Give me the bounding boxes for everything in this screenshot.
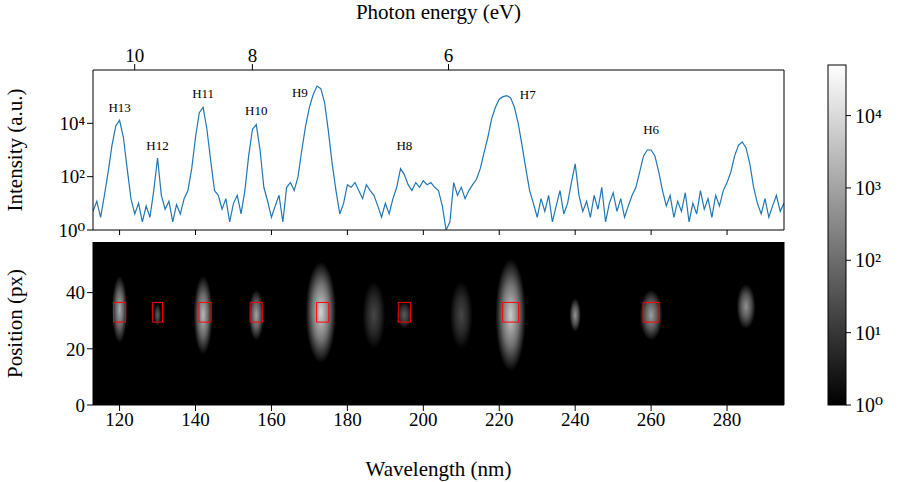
svg-text:H9: H9 [292, 85, 308, 100]
svg-text:40: 40 [66, 282, 85, 303]
svg-text:10⁰: 10⁰ [855, 394, 883, 416]
svg-text:H7: H7 [520, 87, 536, 102]
svg-text:240: 240 [561, 409, 590, 430]
svg-text:10⁴: 10⁴ [855, 105, 882, 127]
svg-text:8: 8 [248, 45, 258, 66]
svg-text:H10: H10 [245, 103, 267, 118]
svg-text:Photon energy (eV): Photon energy (eV) [356, 0, 521, 24]
svg-text:Wavelength (nm): Wavelength (nm) [366, 457, 512, 481]
svg-text:280: 280 [713, 409, 742, 430]
svg-text:10: 10 [125, 45, 144, 66]
svg-text:10¹: 10¹ [855, 322, 881, 344]
svg-text:H6: H6 [643, 122, 659, 137]
svg-text:6: 6 [444, 45, 454, 66]
svg-text:Position (px): Position (px) [3, 269, 27, 378]
svg-text:H13: H13 [108, 100, 130, 115]
svg-text:160: 160 [257, 409, 286, 430]
svg-text:H12: H12 [146, 138, 168, 153]
svg-text:140: 140 [181, 409, 210, 430]
svg-text:10²: 10² [855, 249, 881, 271]
svg-text:0: 0 [76, 395, 86, 416]
svg-text:120: 120 [105, 409, 134, 430]
svg-text:10²: 10² [60, 166, 85, 187]
svg-text:220: 220 [485, 409, 514, 430]
svg-text:260: 260 [637, 409, 666, 430]
svg-text:H11: H11 [192, 86, 214, 101]
svg-text:180: 180 [333, 409, 362, 430]
svg-text:20: 20 [66, 339, 85, 360]
svg-text:10⁴: 10⁴ [59, 113, 85, 134]
svg-text:10⁰: 10⁰ [58, 220, 85, 240]
svg-text:H8: H8 [396, 138, 412, 153]
svg-text:Intensity (a.u.): Intensity (a.u.) [3, 88, 27, 211]
svg-text:10³: 10³ [855, 177, 881, 199]
svg-text:200: 200 [409, 409, 438, 430]
